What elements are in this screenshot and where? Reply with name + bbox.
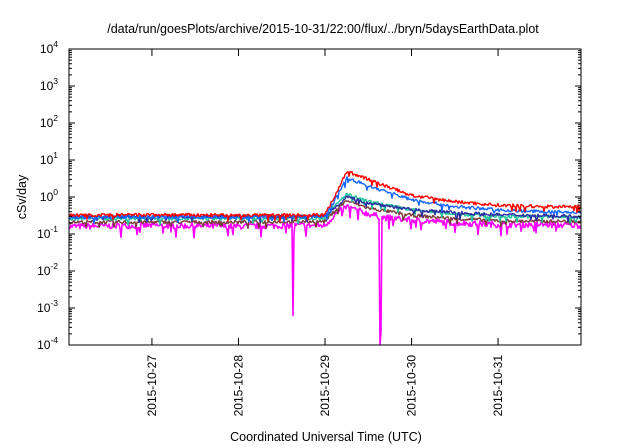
y-tick-label: 10-3: [37, 298, 58, 315]
x-tick-label: 2015-10-28: [232, 355, 246, 417]
chart-title: /data/run/goesPlots/archive/2015-10-31/2…: [107, 22, 539, 36]
x-tick-label: 2015-10-27: [145, 355, 159, 417]
x-tick-label: 2015-10-30: [405, 355, 419, 417]
series-line: [68, 204, 582, 346]
x-tick-label: 2015-10-29: [318, 355, 332, 417]
series-layer: [68, 170, 582, 346]
y-tick-label: 10-4: [37, 335, 58, 352]
axes-layer: 10-4 10-3 10-2 10-1 100 101 102 103 104 2015-10-2…: [37, 39, 581, 416]
y-tick-label: 101: [40, 150, 58, 167]
series-line: [68, 170, 582, 223]
y-tick-label: 100: [40, 187, 58, 204]
y-tick-label: 104: [40, 39, 58, 56]
x-tick-label: 2015-10-31: [491, 355, 505, 417]
x-axis-label: Coordinated Universal Time (UTC): [230, 430, 422, 444]
y-tick-label: 10-1: [37, 224, 58, 241]
plot-frame: [68, 48, 582, 346]
y-tick-label: 10-2: [37, 261, 58, 278]
y-tick-label: 102: [40, 113, 58, 130]
y-axis-label: cSv/day: [15, 174, 29, 219]
series-line: [68, 200, 582, 230]
y-tick-label: 103: [40, 76, 58, 93]
